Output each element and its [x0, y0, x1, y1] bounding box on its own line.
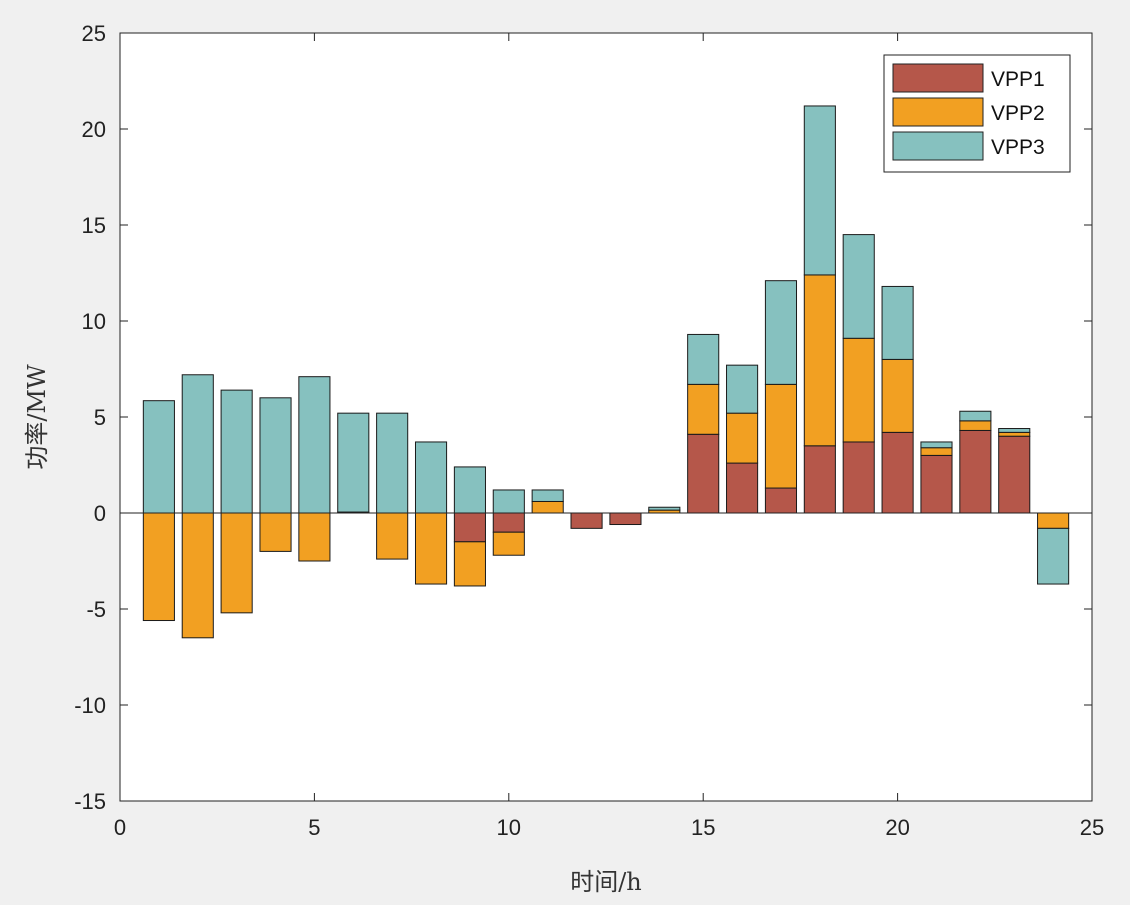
bar-vpp2-t17: [764, 383, 798, 489]
bar-vpp2-t15: [687, 383, 720, 435]
bar-vpp3-t21: [920, 441, 953, 449]
legend-swatch-vpp1: [892, 63, 984, 93]
y-tick-label: -10: [74, 693, 106, 718]
bar-vpp3-t24: [1037, 527, 1070, 585]
x-tick-label: 5: [308, 815, 320, 840]
bar-vpp1-t21: [920, 454, 953, 514]
x-tick-label: 0: [114, 815, 126, 840]
bar-vpp3-t22: [959, 410, 992, 422]
bar-vpp3-t23: [998, 428, 1031, 433]
bar-vpp2-t2: [181, 512, 214, 639]
y-tick-label: 0: [94, 501, 106, 526]
bar-vpp1-t15: [687, 433, 720, 514]
bar-vpp1-t16: [726, 462, 759, 514]
x-tick-label: 25: [1080, 815, 1104, 840]
y-tick-label: 20: [82, 117, 106, 142]
bar-vpp1-t18: [803, 445, 836, 514]
y-tick-label: -5: [86, 597, 106, 622]
bar-vpp2-t16: [726, 412, 759, 464]
bar-vpp1-t17: [764, 487, 798, 514]
bar-vpp1-t13: [609, 512, 642, 526]
x-tick-label: 15: [691, 815, 715, 840]
bar-vpp1-t12: [570, 512, 603, 529]
bar-vpp3-t7: [376, 412, 409, 514]
bar-vpp3-t15: [687, 333, 720, 385]
y-axis-label: 功率/MW: [23, 364, 51, 470]
bar-vpp3-t5: [298, 376, 331, 514]
bar-vpp2-t8: [414, 512, 448, 585]
bar-vpp2-t5: [298, 512, 331, 562]
bar-vpp2-t22: [959, 420, 992, 431]
bar-vpp3-t19: [842, 234, 875, 339]
bar-vpp1-t9: [453, 512, 486, 543]
x-axis-label: 时间/h: [570, 868, 642, 896]
bar-vpp3-t6: [337, 412, 370, 513]
bar-vpp1-t23: [998, 435, 1031, 514]
legend-label-vpp2: VPP2: [991, 102, 1045, 125]
x-tick-label: 20: [885, 815, 909, 840]
bar-vpp3-t8: [414, 441, 448, 514]
bar-vpp2-t7: [376, 512, 409, 560]
ticks-layer: 0 5 10 15 20 25 -15 -10 -5 0 5 10 15 20 25: [74, 21, 1104, 840]
bar-vpp3-t1: [142, 400, 175, 514]
bar-vpp3-t17: [764, 280, 798, 385]
bar-vpp2-t10: [492, 531, 525, 556]
bar-vpp2-t3: [220, 512, 253, 614]
y-tick-label: 5: [94, 405, 106, 430]
bar-vpp2-t19: [842, 337, 875, 443]
y-tick-label: 25: [82, 21, 106, 46]
bar-vpp2-t18: [803, 274, 836, 447]
bar-vpp3-t16: [726, 364, 759, 414]
bar-vpp2-t9: [453, 541, 486, 587]
x-tick-label: 10: [497, 815, 521, 840]
bar-vpp2-t24: [1037, 512, 1070, 529]
bar-vpp3-t20: [881, 285, 914, 360]
bar-vpp3-t9: [453, 466, 486, 514]
bar-vpp3-t3: [220, 389, 253, 514]
legend-label-vpp3: VPP3: [991, 136, 1045, 159]
bar-vpp1-t22: [959, 429, 992, 514]
bar-vpp3-t14: [648, 506, 681, 511]
legend: VPP1 VPP2 VPP3: [883, 54, 1071, 173]
legend-swatch-vpp2: [892, 97, 984, 127]
legend-label-vpp1: VPP1: [991, 68, 1045, 91]
y-tick-label: 10: [82, 309, 106, 334]
y-tick-label: -15: [74, 789, 106, 814]
bar-vpp3-t4: [259, 397, 292, 514]
bar-vpp3-t11: [531, 489, 564, 502]
legend-swatch-vpp3: [892, 131, 984, 161]
bar-vpp1-t20: [881, 431, 914, 514]
bar-vpp1-t10: [492, 512, 525, 533]
bar-vpp2-t20: [881, 358, 914, 433]
bar-vpp3-t10: [492, 489, 525, 514]
bars-layer: [142, 105, 1070, 639]
bar-vpp2-t23: [998, 431, 1031, 437]
bar-vpp3-t18: [803, 105, 836, 276]
bar-vpp2-t4: [259, 512, 292, 552]
bar-vpp1-t19: [842, 441, 875, 514]
bar-vpp3-t2: [181, 374, 214, 514]
bar-vpp2-t1: [142, 512, 175, 622]
y-tick-label: 15: [82, 213, 106, 238]
bar-vpp2-t21: [920, 447, 953, 456]
bar-vpp2-t11: [531, 500, 564, 514]
